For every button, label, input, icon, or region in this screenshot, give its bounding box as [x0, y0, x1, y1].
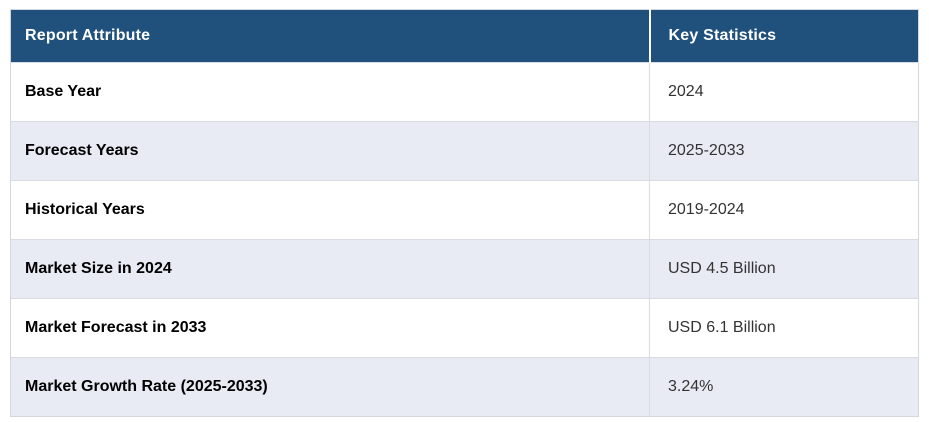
attribute-cell-growth-rate: Market Growth Rate (2025-2033)	[10, 357, 650, 417]
table-row: Market Size in 2024 USD 4.5 Billion	[10, 239, 919, 299]
table-row: Market Growth Rate (2025-2033) 3.24%	[10, 357, 919, 417]
attribute-cell-forecast-years: Forecast Years	[10, 121, 650, 181]
table-row: Market Forecast in 2033 USD 6.1 Billion	[10, 298, 919, 358]
table-row: Base Year 2024	[10, 62, 919, 122]
value-cell-market-forecast: USD 6.1 Billion	[649, 298, 919, 358]
attribute-cell-market-forecast: Market Forecast in 2033	[10, 298, 650, 358]
value-cell-market-size: USD 4.5 Billion	[649, 239, 919, 299]
value-cell-historical-years: 2019-2024	[649, 180, 919, 240]
value-cell-growth-rate: 3.24%	[649, 357, 919, 417]
table-row: Forecast Years 2025-2033	[10, 121, 919, 181]
value-cell-base-year: 2024	[649, 62, 919, 122]
column-header-key-statistics: Key Statistics	[648, 9, 919, 63]
attribute-cell-historical-years: Historical Years	[10, 180, 650, 240]
table-row: Historical Years 2019-2024	[10, 180, 919, 240]
value-cell-forecast-years: 2025-2033	[649, 121, 919, 181]
attribute-cell-market-size: Market Size in 2024	[10, 239, 650, 299]
column-header-report-attribute: Report Attribute	[10, 9, 650, 63]
attribute-cell-base-year: Base Year	[10, 62, 650, 122]
report-attributes-table: Report Attribute Key Statistics Base Yea…	[10, 9, 919, 417]
header-row: Report Attribute Key Statistics	[10, 9, 919, 63]
